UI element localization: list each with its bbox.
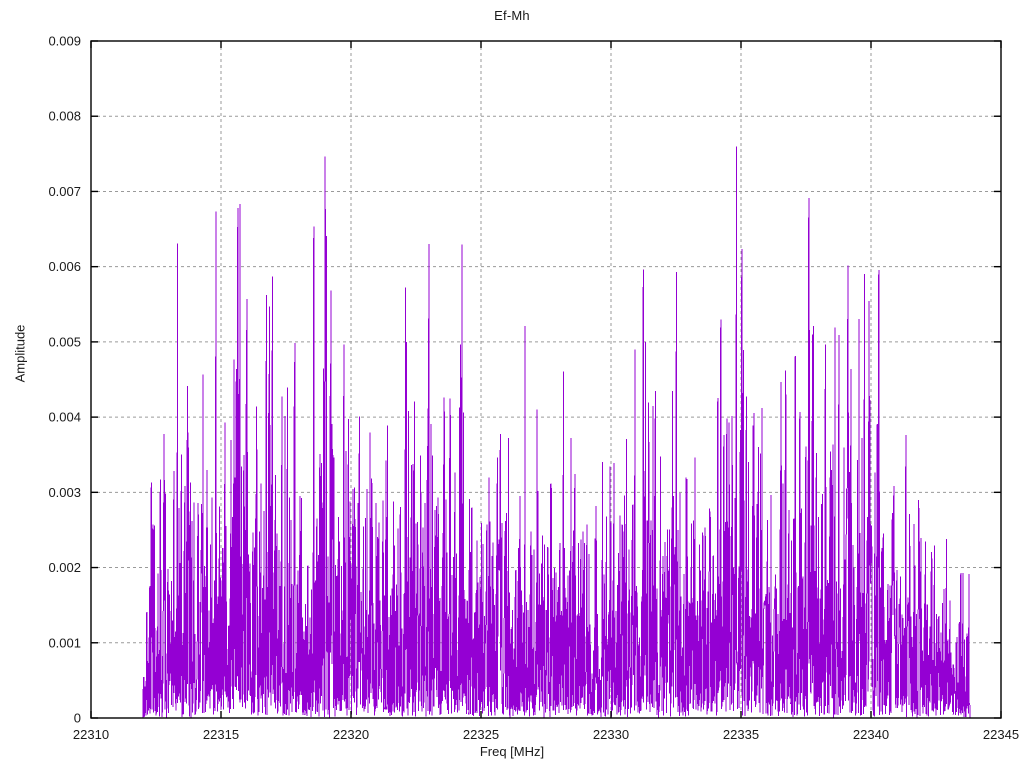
svg-text:0: 0 bbox=[74, 711, 81, 726]
svg-text:0.003: 0.003 bbox=[48, 485, 81, 500]
svg-text:0.009: 0.009 bbox=[48, 34, 81, 49]
chart-title: Ef-Mh bbox=[494, 8, 530, 23]
plot-border bbox=[90, 40, 1002, 719]
svg-text:0.002: 0.002 bbox=[48, 560, 81, 575]
svg-text:22335: 22335 bbox=[723, 727, 759, 742]
svg-text:22325: 22325 bbox=[463, 727, 499, 742]
svg-text:22330: 22330 bbox=[593, 727, 629, 742]
svg-text:0.006: 0.006 bbox=[48, 259, 81, 274]
y-axis-label: Amplitude bbox=[12, 324, 28, 383]
svg-text:22310: 22310 bbox=[73, 727, 109, 742]
axis-ticks bbox=[90, 40, 1002, 719]
svg-text:22340: 22340 bbox=[853, 727, 889, 742]
svg-text:22320: 22320 bbox=[333, 727, 369, 742]
svg-text:0.008: 0.008 bbox=[48, 109, 81, 124]
axis-tick-labels: 0 0.001 0.002 0.003 0.004 0.005 0.006 0.007 0.00… bbox=[48, 34, 1019, 743]
svg-text:0.005: 0.005 bbox=[48, 334, 81, 349]
svg-text:0.007: 0.007 bbox=[48, 184, 81, 199]
svg-text:22315: 22315 bbox=[203, 727, 239, 742]
svg-text:22345: 22345 bbox=[983, 727, 1019, 742]
svg-text:0.004: 0.004 bbox=[48, 410, 81, 425]
x-axis-label: Freq [MHz] bbox=[479, 744, 545, 759]
spectrum-series bbox=[142, 146, 971, 718]
svg-text:0.001: 0.001 bbox=[48, 635, 81, 650]
